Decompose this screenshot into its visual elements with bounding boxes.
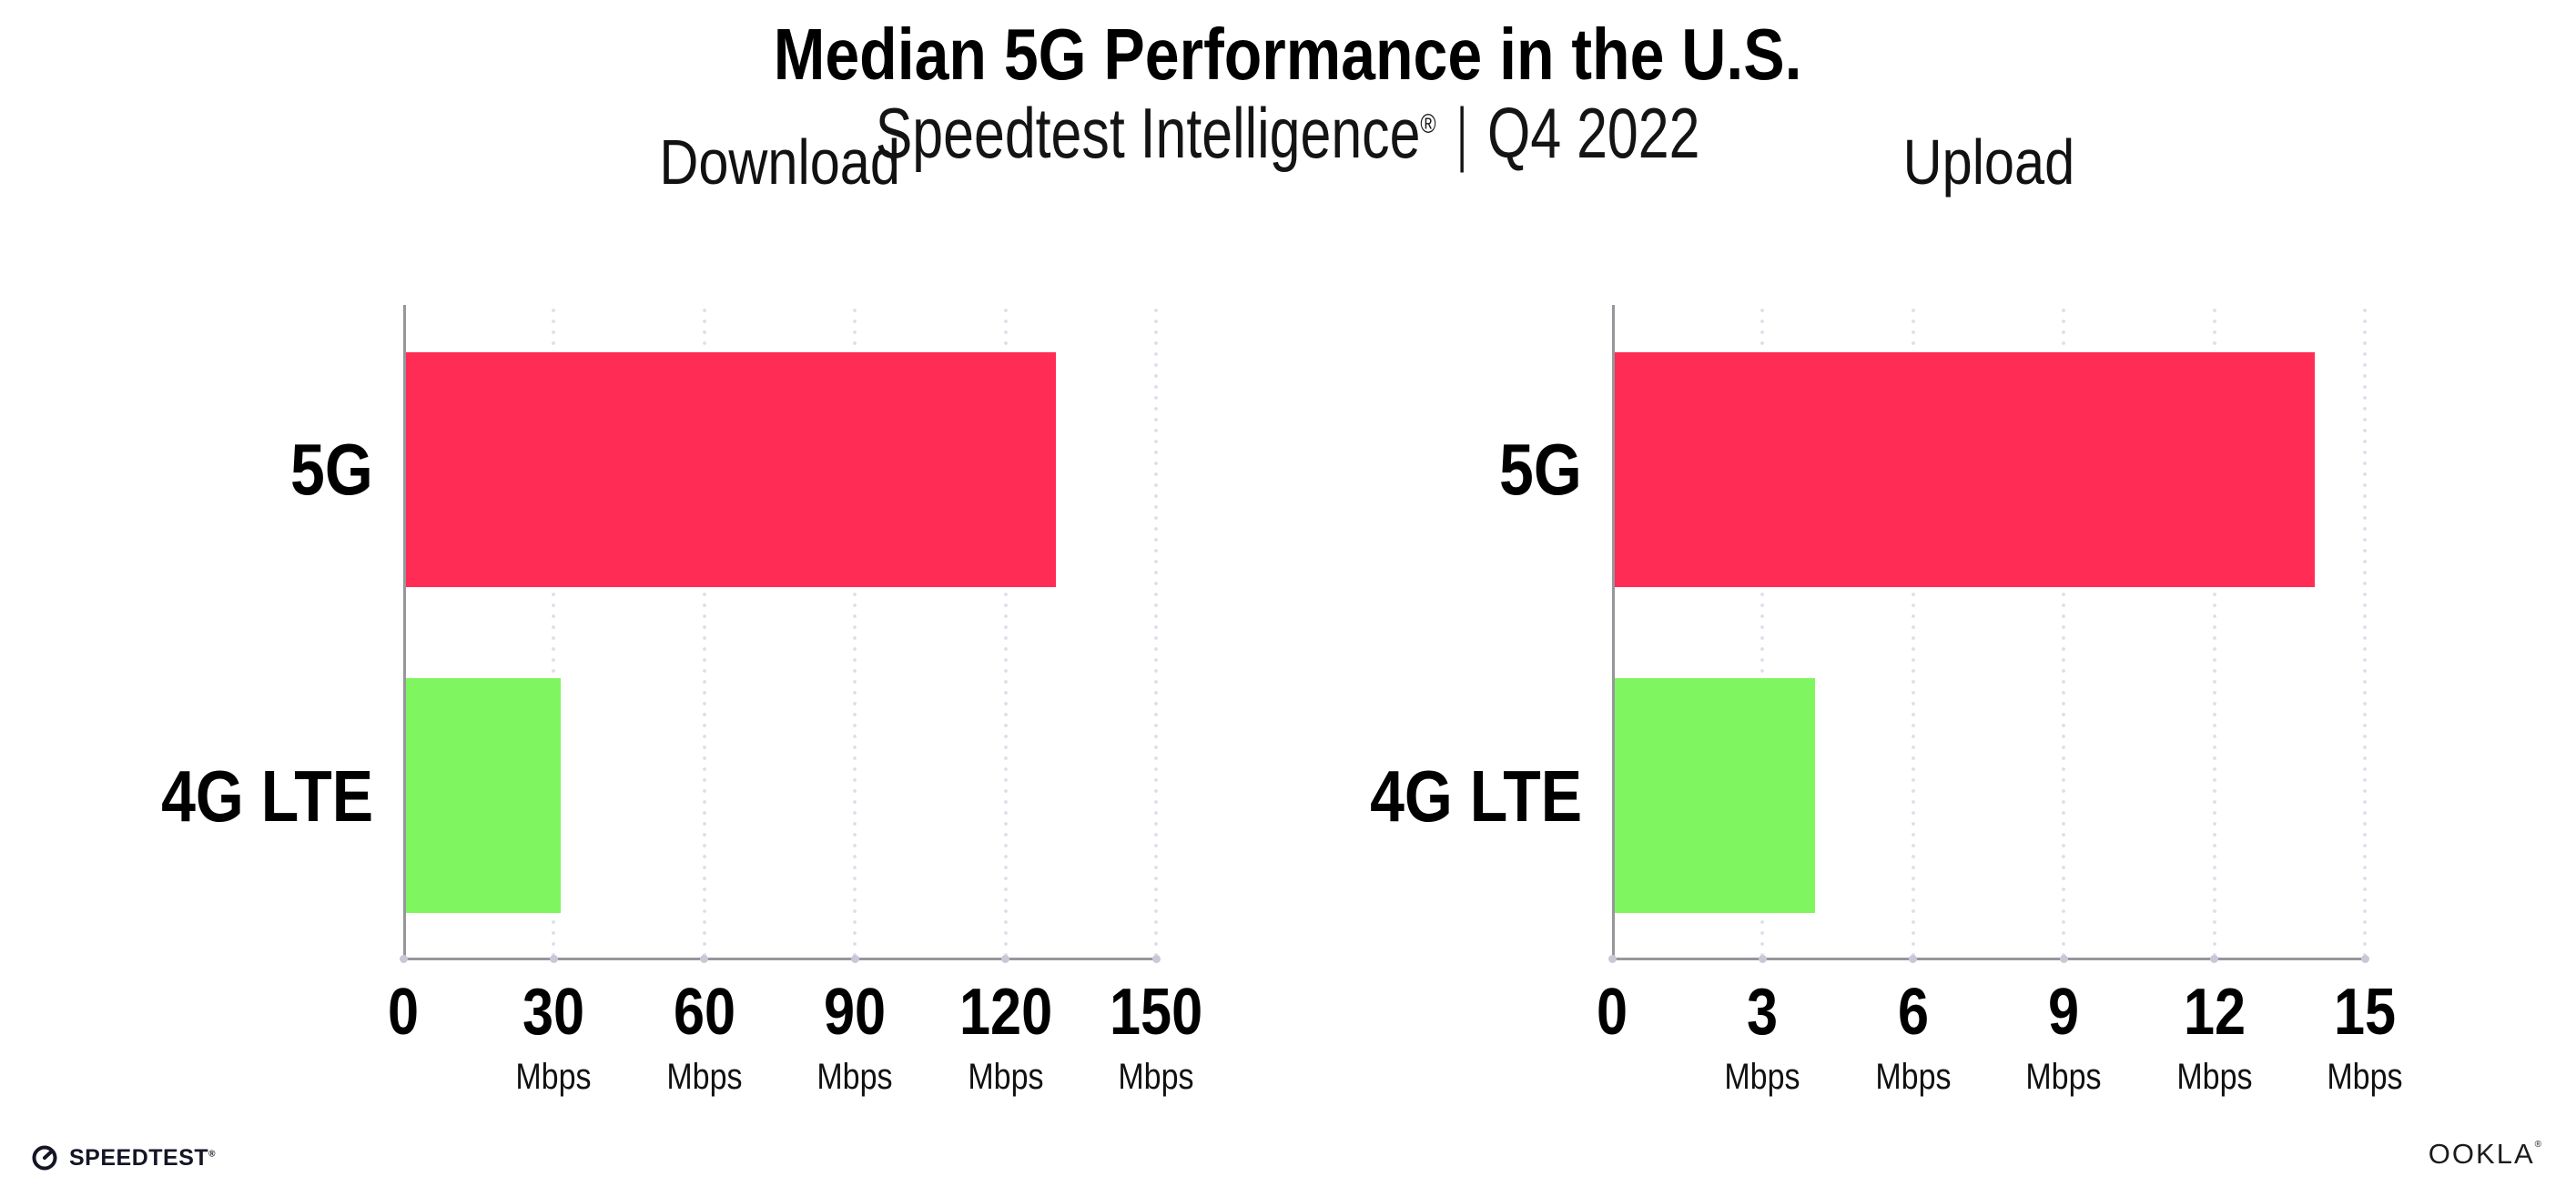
tick-label-60: 60 Mbps xyxy=(604,976,805,1098)
upload-plot-area xyxy=(1607,305,2369,963)
tick-label-0: 0 xyxy=(1512,976,1712,1049)
subtitle-period: Q4 2022 xyxy=(1487,93,1700,173)
gridline-3 xyxy=(1760,305,1766,958)
tick-value: 15 xyxy=(2333,976,2397,1049)
tick-label-6: 6 Mbps xyxy=(1813,976,2013,1098)
download-category-label-4g-lte-text: 4G LTE xyxy=(161,756,373,837)
tick-label-12: 12 Mbps xyxy=(2115,976,2315,1098)
upload-bar-5g xyxy=(1615,352,2316,587)
figure-title-text: Median 5G Performance in the U.S. xyxy=(774,14,1802,95)
download-x-axis-line xyxy=(403,958,1159,960)
tick-value: 60 xyxy=(673,976,735,1049)
subtitle-divider: | xyxy=(1456,93,1467,173)
tick-unit-label: Mbps xyxy=(2176,1057,2253,1097)
axis-tick-dot-9 xyxy=(2059,955,2068,963)
download-category-label-5g-text: 5G xyxy=(290,429,373,510)
tick-unit-label: Mbps xyxy=(2327,1057,2403,1097)
ookla-logo: OOKLA ® xyxy=(2429,1138,2543,1174)
download-x-axis-tick-labels: 0 30 Mbps 60 Mbps 90 Mbps 120 Mbps 150 Mbps xyxy=(388,976,1202,1140)
upload-category-label-5g-text: 5G xyxy=(1499,429,1582,510)
upload-chart-title: Upload xyxy=(1612,126,2365,198)
tick-label-150: 150 Mbps xyxy=(1056,976,1256,1098)
download-category-label-4g-lte: 4G LTE xyxy=(91,755,373,838)
upload-category-label-5g: 5G xyxy=(1300,428,1582,512)
tick-value: 0 xyxy=(1596,976,1628,1049)
axis-tick-dot-15 xyxy=(2360,955,2369,963)
download-chart-title: Download xyxy=(403,126,1156,198)
tick-value: 90 xyxy=(824,976,887,1049)
speedtest-logo-text: SPEEDTEST® xyxy=(69,1145,216,1172)
tick-unit-label: Mbps xyxy=(816,1057,893,1097)
tick-value: 0 xyxy=(387,976,420,1049)
gridline-90 xyxy=(852,305,858,958)
gridline-6 xyxy=(1910,305,1916,958)
figure-title: Median 5G Performance in the U.S. xyxy=(0,15,2576,95)
tick-label-90: 90 Mbps xyxy=(755,976,955,1098)
gridline-60 xyxy=(701,305,707,958)
tick-unit-label: Mbps xyxy=(515,1057,592,1097)
figure-subtitle: Speedtest Intelligence® | Q4 2022 xyxy=(0,91,2576,175)
tick-unit-label: Mbps xyxy=(1724,1057,1800,1097)
tick-unit-label: Mbps xyxy=(1875,1057,1952,1097)
tick-unit-label: Mbps xyxy=(1118,1057,1194,1097)
gridline-30 xyxy=(551,305,557,958)
subtitle-brand: Speedtest Intelligence xyxy=(876,93,1421,173)
axis-tick-dot-150 xyxy=(1151,955,1161,963)
axis-tick-dot-90 xyxy=(850,955,859,963)
upload-chart-title-text: Upload xyxy=(1902,127,2074,198)
download-category-label-5g: 5G xyxy=(91,428,373,512)
ookla-wordmark: OOKLA xyxy=(2428,1138,2535,1170)
upload-y-axis-line xyxy=(1612,305,1615,960)
tick-label-0: 0 xyxy=(303,976,503,1049)
gridline-150 xyxy=(1153,305,1159,958)
tick-label-9: 9 Mbps xyxy=(1963,976,2164,1098)
gridline-12 xyxy=(2211,305,2217,958)
gridline-9 xyxy=(2061,305,2067,958)
download-plot-area xyxy=(399,305,1161,963)
tick-label-15: 15 Mbps xyxy=(2265,976,2465,1098)
upload-category-label-4g-lte: 4G LTE xyxy=(1300,755,1582,838)
gridline-120 xyxy=(1002,305,1009,958)
download-chart-title-text: Download xyxy=(659,127,900,198)
speedtest-wordmark: SPEEDTEST xyxy=(69,1144,209,1171)
axis-tick-dot-12 xyxy=(2210,955,2219,963)
axis-tick-dot-30 xyxy=(549,955,558,963)
ookla-trademark-icon: ® xyxy=(2534,1140,2543,1150)
download-bar-4g-lte xyxy=(406,678,562,913)
tick-value: 9 xyxy=(2048,976,2080,1049)
tick-value: 12 xyxy=(2183,976,2246,1049)
tick-value: 120 xyxy=(958,976,1052,1049)
tick-unit-label: Mbps xyxy=(968,1057,1044,1097)
figure-subtitle-text: Speedtest Intelligence® | Q4 2022 xyxy=(876,91,1700,175)
tick-value: 30 xyxy=(522,976,585,1049)
tick-label-3: 3 Mbps xyxy=(1662,976,1862,1098)
upload-x-axis-line xyxy=(1612,958,2368,960)
tick-label-30: 30 Mbps xyxy=(453,976,654,1098)
speedtest-trademark-icon: ® xyxy=(208,1149,217,1160)
upload-bar-4g-lte xyxy=(1615,678,1815,913)
registered-trademark-icon: ® xyxy=(1420,109,1437,139)
tick-value: 3 xyxy=(1747,976,1779,1049)
axis-tick-dot-6 xyxy=(1909,955,1918,963)
upload-category-label-4g-lte-text: 4G LTE xyxy=(1370,756,1582,837)
axis-tick-dot-0 xyxy=(399,955,408,963)
tick-label-120: 120 Mbps xyxy=(906,976,1106,1098)
tick-value: 150 xyxy=(1109,976,1203,1049)
tick-unit-label: Mbps xyxy=(666,1057,743,1097)
speedtest-gauge-icon xyxy=(32,1145,57,1171)
axis-tick-dot-3 xyxy=(1758,955,1767,963)
gridline-15 xyxy=(2362,305,2368,958)
axis-tick-dot-0 xyxy=(1607,955,1617,963)
download-y-axis-line xyxy=(403,305,406,960)
speedtest-logo: SPEEDTEST® xyxy=(31,1140,216,1176)
axis-tick-dot-60 xyxy=(700,955,709,963)
axis-tick-dot-120 xyxy=(1001,955,1010,963)
tick-value: 6 xyxy=(1897,976,1929,1049)
tick-unit-label: Mbps xyxy=(2025,1057,2102,1097)
upload-x-axis-tick-labels: 0 3 Mbps 6 Mbps 9 Mbps 12 Mbps 15 Mbps xyxy=(1597,976,2403,1140)
download-bar-5g xyxy=(406,352,1057,587)
